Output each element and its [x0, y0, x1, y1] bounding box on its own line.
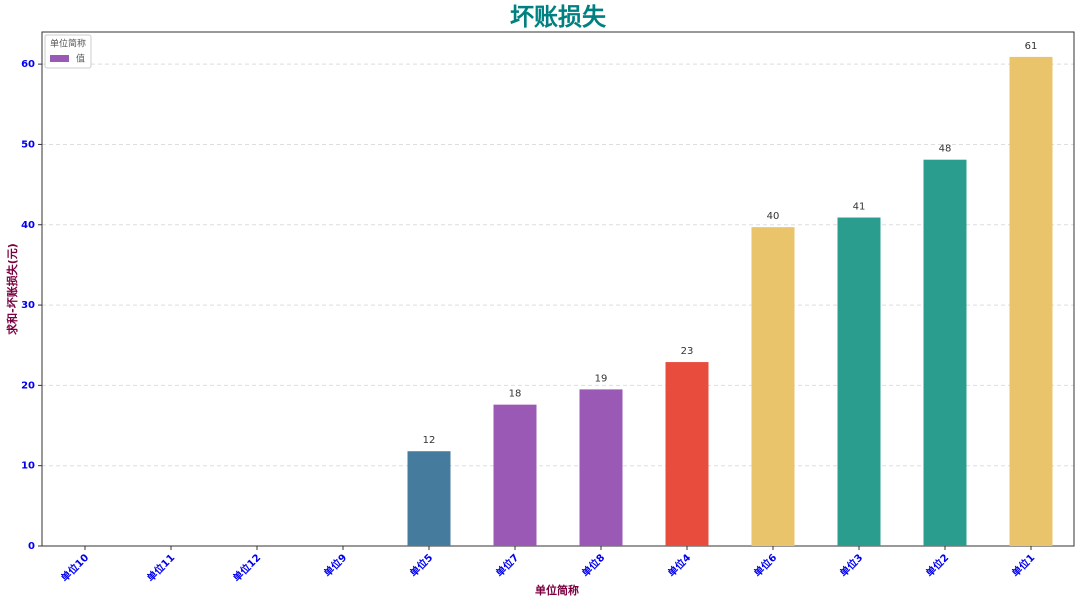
x-tick-label: 单位7: [493, 551, 521, 579]
value-label: 40: [767, 211, 780, 222]
y-axis-label: 求和-坏账损失(元): [5, 243, 19, 335]
bar: [665, 362, 709, 546]
x-tick-label: 单位4: [665, 551, 693, 579]
x-tick-label: 单位12: [230, 551, 263, 584]
bar: [923, 159, 967, 546]
value-label: 23: [681, 346, 694, 357]
legend-title: 单位简称: [50, 38, 86, 50]
bar: [493, 404, 537, 546]
x-tick-label: 单位6: [751, 551, 779, 579]
x-tick-label: 单位3: [837, 551, 865, 579]
bar: [751, 227, 795, 547]
bar: [407, 451, 451, 546]
value-label: 12: [423, 435, 436, 446]
x-tick-label: 单位11: [144, 551, 177, 584]
x-tick-label: 单位5: [407, 551, 435, 579]
plot-frame: [41, 31, 1075, 547]
y-tick-label: 20: [21, 380, 35, 391]
chart-title: 坏账损失: [510, 3, 607, 31]
value-label: 48: [939, 144, 952, 155]
x-tick-label: 单位9: [321, 551, 349, 579]
bar: [1009, 56, 1053, 546]
x-tick-label: 单位10: [58, 551, 91, 584]
bar: [837, 217, 881, 546]
value-label: 61: [1025, 41, 1038, 52]
y-tick-label: 30: [21, 300, 35, 311]
x-tick-label: 单位1: [1009, 551, 1037, 579]
y-tick-label: 60: [21, 59, 35, 70]
legend-label: 值: [76, 53, 85, 65]
y-tick-label: 0: [28, 541, 35, 552]
x-axis-label: 单位简称: [535, 583, 579, 597]
x-tick-label: 单位2: [923, 551, 951, 579]
bar: [579, 389, 623, 546]
value-label: 19: [595, 373, 608, 384]
y-tick-label: 50: [21, 139, 35, 150]
y-tick-label: 40: [21, 220, 35, 231]
y-tick-label: 10: [21, 461, 35, 472]
value-label: 41: [853, 202, 866, 213]
legend-swatch: [50, 55, 69, 62]
x-tick-label: 单位8: [579, 551, 607, 579]
value-label: 18: [509, 389, 522, 400]
